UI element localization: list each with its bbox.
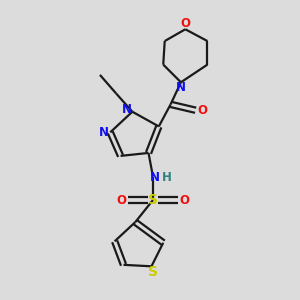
Text: O: O — [179, 194, 190, 207]
Text: S: S — [148, 265, 158, 279]
Text: O: O — [116, 194, 126, 207]
Text: O: O — [180, 17, 190, 31]
Text: N: N — [99, 126, 109, 139]
Text: O: O — [197, 104, 207, 117]
Text: S: S — [148, 193, 158, 207]
Text: H: H — [162, 172, 172, 184]
Text: N: N — [149, 172, 159, 184]
Text: N: N — [176, 81, 186, 94]
Text: N: N — [122, 103, 132, 116]
